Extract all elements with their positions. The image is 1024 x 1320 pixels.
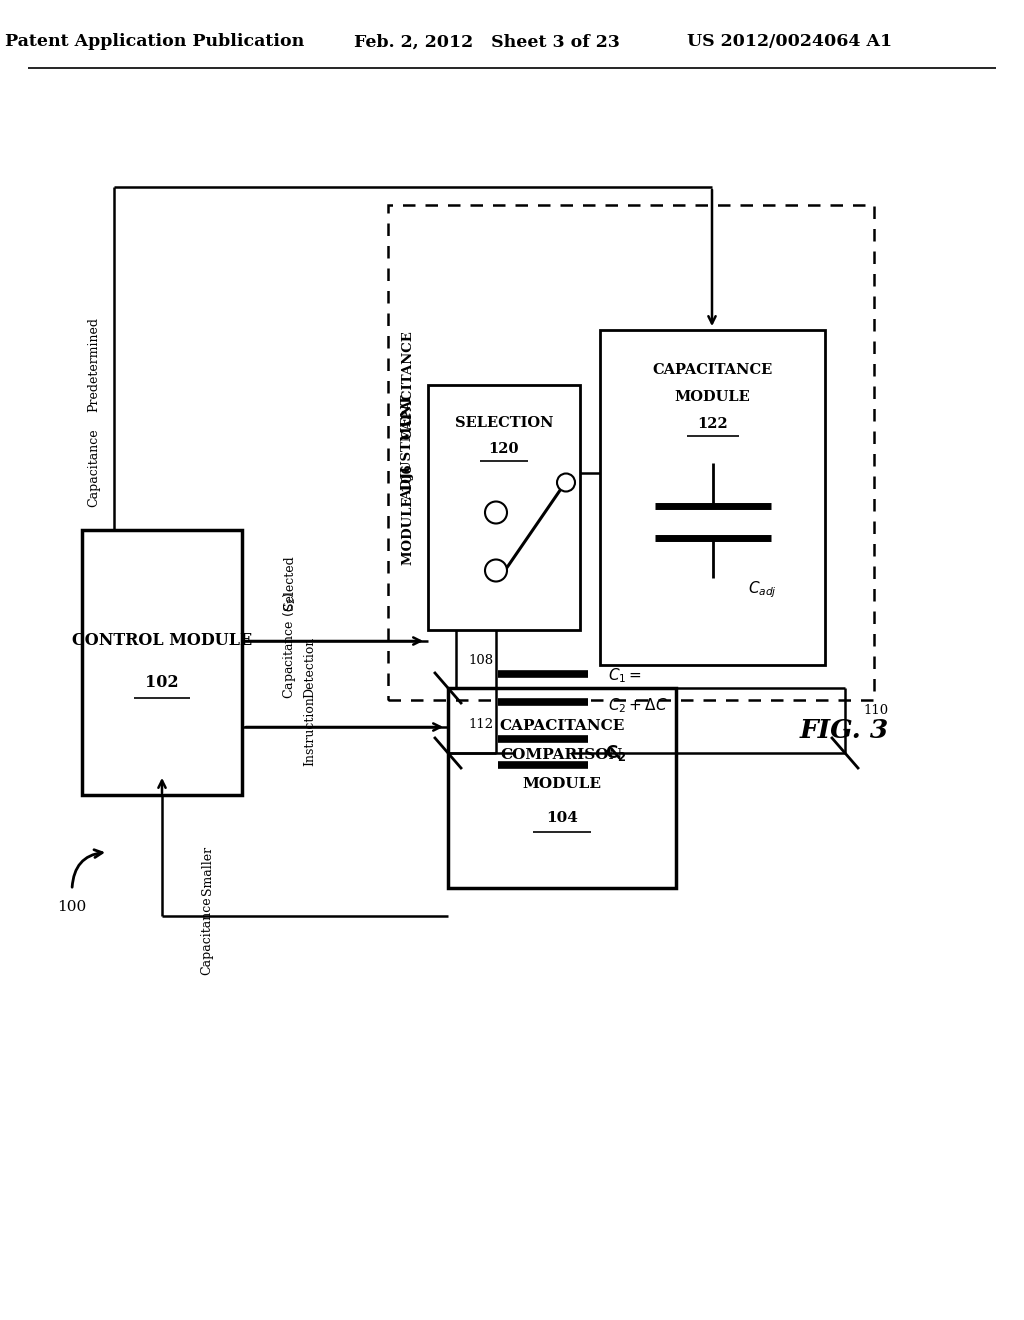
Text: Feb. 2, 2012   Sheet 3 of 23: Feb. 2, 2012 Sheet 3 of 23 xyxy=(354,33,620,50)
Text: $C_{adj}$: $C_{adj}$ xyxy=(748,579,776,599)
Text: SELECTION: SELECTION xyxy=(455,416,553,430)
Text: Selected: Selected xyxy=(284,556,297,610)
Text: Capacitance: Capacitance xyxy=(201,896,213,975)
Text: Patent Application Publication: Patent Application Publication xyxy=(5,33,304,50)
Text: US 2012/0024064 A1: US 2012/0024064 A1 xyxy=(687,33,893,50)
Circle shape xyxy=(485,560,507,582)
Bar xyxy=(388,205,874,700)
Text: 112: 112 xyxy=(468,718,494,731)
Text: $C_2 + \Delta C$: $C_2 + \Delta C$ xyxy=(608,697,668,715)
Text: 104: 104 xyxy=(546,810,578,825)
Bar xyxy=(600,330,825,665)
Bar xyxy=(428,385,580,630)
Text: FIG. 3: FIG. 3 xyxy=(800,718,889,742)
Text: 120: 120 xyxy=(488,442,519,455)
Text: 102: 102 xyxy=(145,675,179,690)
Text: Detection: Detection xyxy=(303,636,316,698)
Text: Capacitance: Capacitance xyxy=(87,429,100,507)
Text: $C_1 =$: $C_1 =$ xyxy=(608,667,642,685)
Bar xyxy=(82,531,242,795)
Text: 110: 110 xyxy=(863,705,888,718)
Text: 122: 122 xyxy=(697,417,728,432)
Text: Capacitance $(C_2)$: Capacitance $(C_2)$ xyxy=(282,591,299,698)
Text: ADJUSTMENT: ADJUSTMENT xyxy=(401,395,415,500)
Text: CAPACITANCE: CAPACITANCE xyxy=(401,330,415,438)
Circle shape xyxy=(485,502,507,524)
Text: MODULE: MODULE xyxy=(522,777,601,791)
Circle shape xyxy=(557,474,575,491)
Text: MODULE: MODULE xyxy=(675,389,751,404)
Text: CAPACITANCE: CAPACITANCE xyxy=(500,719,625,733)
Text: 100: 100 xyxy=(57,900,86,913)
Text: COMPARISON: COMPARISON xyxy=(501,748,624,762)
Text: Smaller: Smaller xyxy=(201,845,213,895)
Text: Predetermined: Predetermined xyxy=(87,318,100,412)
Bar xyxy=(449,688,676,888)
Text: 108: 108 xyxy=(468,653,494,667)
Text: CONTROL MODULE: CONTROL MODULE xyxy=(72,632,252,649)
Text: $\mathbf{C_2}$: $\mathbf{C_2}$ xyxy=(605,743,627,763)
FancyArrowPatch shape xyxy=(72,850,102,887)
Text: Instruction: Instruction xyxy=(303,696,316,766)
Text: MODULE 106: MODULE 106 xyxy=(401,465,415,565)
Text: CAPACITANCE: CAPACITANCE xyxy=(652,363,773,378)
